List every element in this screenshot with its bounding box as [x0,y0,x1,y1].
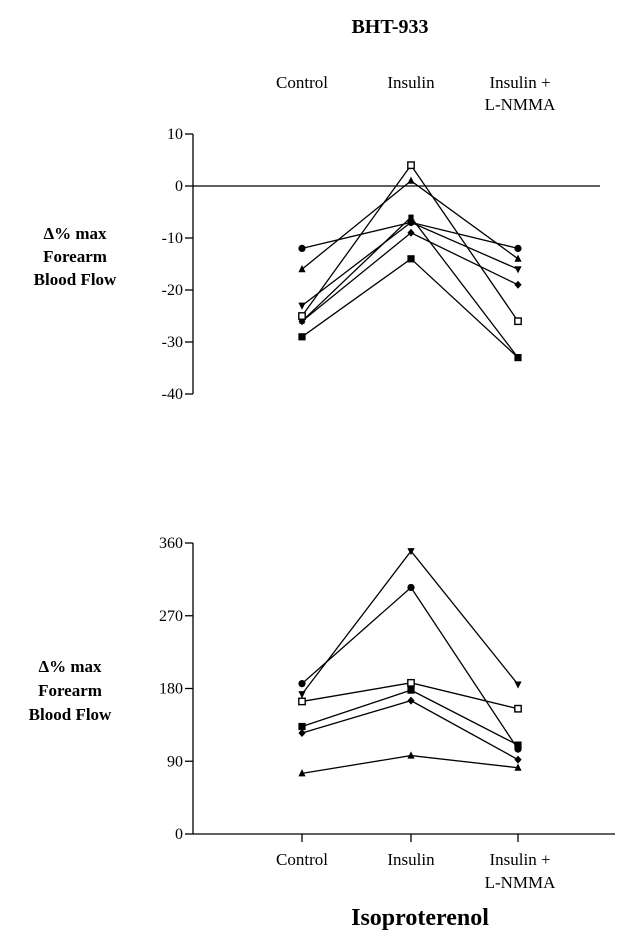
bottom-y-tick-label: 360 [159,535,183,552]
bottom-series-1-point [298,680,306,688]
top-chart-title: BHT-933 [351,16,428,38]
top-category-insulin: Insulin [387,73,435,92]
bottom-series-3-point [407,678,415,687]
bottom-chart-title: Isoproterenol [351,905,489,931]
top-series-3-point [407,219,415,227]
top-series-6-point [407,255,415,263]
top-y-tick-label: 10 [167,126,183,143]
bottom-y-tick-label: 0 [175,826,183,843]
bottom-y-tick-label: 180 [159,681,183,698]
bottom-series-2-point [407,548,415,556]
bottom-series-4-point [407,686,415,694]
top-plot-area: 10 0 -10 -20 -30 -40 [162,126,600,403]
top-series-7-point [515,355,521,361]
bottom-category-insulin-lnmma-line2: L-NMMA [485,873,557,892]
top-ylabel-line3: Blood Flow [34,270,117,289]
bottom-y-tick-label: 270 [159,608,183,625]
bottom-series-1-point [407,583,415,592]
bottom-series-3-point [514,704,522,713]
bottom-series-2-point [514,681,522,689]
bottom-series-5-point [407,696,415,705]
bottom-series-6-point [514,763,522,771]
top-series-1-point [514,244,522,252]
top-series-3-point [298,302,306,310]
top-category-insulin-lnmma-line1: Insulin + [489,73,550,92]
bottom-category-insulin: Insulin [387,850,435,869]
top-series-3-point [514,266,522,274]
bottom-plot-area: 360 270 180 90 0 [159,535,615,843]
bottom-series-4-point [514,741,522,749]
bottom-series-5-point [514,755,522,764]
top-ylabel-line1: Δ% max [43,224,107,243]
top-series-1-point [298,244,306,252]
bottom-series-4-point [298,722,306,731]
bottom-ylabel-line1: Δ% max [38,657,102,676]
top-series-4-line [301,232,519,322]
bottom-series-2-line [301,550,519,695]
bottom-ylabel-line3: Blood Flow [29,705,112,724]
top-series-5-point [407,161,415,170]
bottom-category-insulin-lnmma-line1: Insulin + [489,850,550,869]
top-series-2-point [407,176,415,184]
top-y-tick-label: -30 [162,334,183,351]
bottom-series-5-point [298,728,306,737]
top-y-tick-label: -20 [162,282,183,299]
top-y-tick-label: -40 [162,386,183,403]
top-y-tick-label: 0 [175,178,183,195]
top-series-4-point [514,280,522,289]
bottom-ylabel-line2: Forearm [38,681,102,700]
bottom-series-3-point [298,697,306,706]
top-ylabel-line2: Forearm [43,247,107,266]
bottom-series-2-point [298,691,306,699]
top-series-7-line [301,216,519,358]
bottom-series-5-line [301,699,519,761]
top-category-insulin-lnmma-line2: L-NMMA [485,95,557,114]
top-series-6-point [298,333,306,341]
top-series-5-point [514,317,522,326]
top-series-2-point [298,265,306,273]
top-series-7-point [408,214,414,220]
bottom-series-1-line [301,586,519,750]
bottom-category-control: Control [276,850,328,869]
top-series-4-point [407,228,415,237]
bottom-series-6-point [298,769,306,777]
bottom-y-tick-label: 90 [167,753,183,770]
top-y-tick-label: -10 [162,230,183,247]
top-series-7-point [299,318,305,324]
top-category-control: Control [276,73,328,92]
top-series-5-point [298,312,306,320]
top-series-2-point [514,254,522,262]
bottom-series-6-point [407,751,415,759]
